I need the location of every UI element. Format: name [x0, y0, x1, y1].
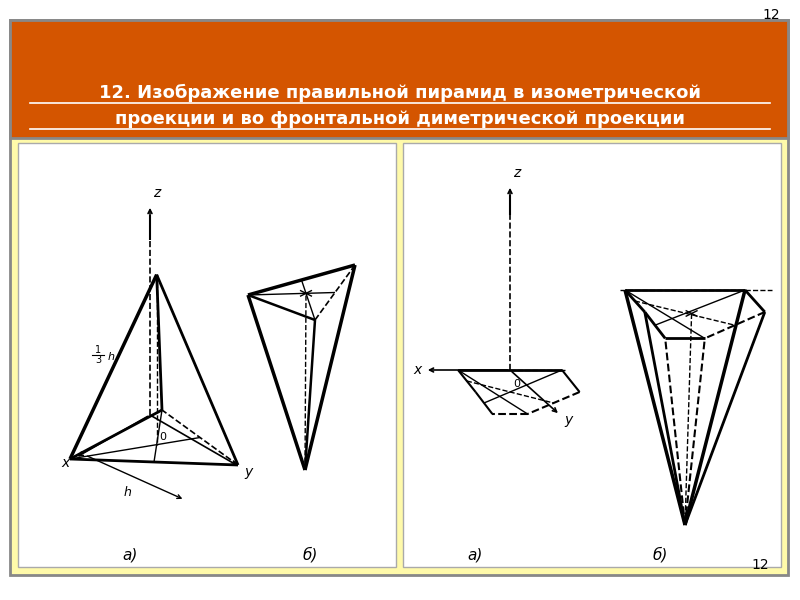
Text: а): а): [467, 547, 482, 563]
Text: а): а): [122, 547, 138, 563]
Text: 12. Изображение правильной пирамид в изометрической: 12. Изображение правильной пирамид в изо…: [99, 84, 701, 102]
Text: 0: 0: [513, 379, 520, 389]
Bar: [403, 143, 781, 567]
Text: 12: 12: [762, 8, 780, 22]
Text: проекции и во фронтальной диметрической проекции: проекции и во фронтальной диметрической …: [115, 110, 685, 128]
Text: 12: 12: [751, 558, 769, 572]
Text: б): б): [302, 547, 318, 563]
Text: x: x: [413, 363, 421, 377]
Text: б): б): [652, 547, 668, 563]
Bar: [18, 143, 396, 567]
Text: y: y: [564, 413, 572, 427]
Text: x: x: [61, 456, 69, 470]
Text: y: y: [244, 465, 252, 479]
Text: 0: 0: [160, 431, 166, 442]
Text: 3: 3: [95, 355, 101, 365]
Text: 1: 1: [95, 345, 101, 355]
Text: z: z: [153, 186, 160, 200]
Bar: [10, 20, 788, 138]
Text: h: h: [124, 487, 132, 499]
Text: z: z: [513, 166, 520, 180]
Text: h: h: [108, 352, 115, 362]
